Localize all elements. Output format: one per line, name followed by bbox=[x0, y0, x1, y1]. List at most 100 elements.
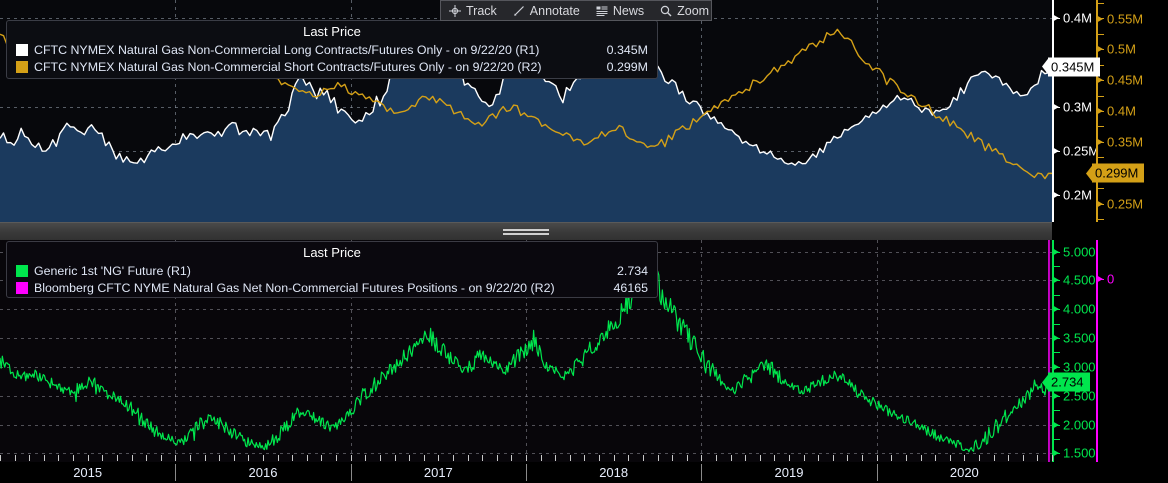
x-axis-month-tick bbox=[409, 455, 410, 461]
x-axis-month-tick bbox=[29, 455, 30, 461]
toolbar-annotate-button[interactable]: Annotate bbox=[505, 1, 588, 20]
x-axis-month-tick bbox=[248, 455, 249, 461]
bottom-legend-row-netpos[interactable]: Bloomberg CFTC NYME Natural Gas Net Non-… bbox=[16, 280, 648, 296]
top-r2-minor-tick bbox=[1098, 18, 1104, 19]
toolbar-zoom-button[interactable]: Zoom bbox=[652, 1, 717, 20]
top-legend-row-long[interactable]: CFTC NYMEX Natural Gas Non-Commercial Lo… bbox=[16, 42, 648, 58]
bottom-r1-flag-notch bbox=[1042, 373, 1049, 392]
top-r1-minor-tick bbox=[1054, 18, 1060, 19]
top-r1-minor-tick bbox=[1054, 151, 1060, 152]
bottom-chart-legend: Last Price Generic 1st 'NG' Future (R1) … bbox=[6, 241, 658, 298]
x-axis-month-tick bbox=[1052, 455, 1053, 461]
top-r2-tick bbox=[1096, 137, 1103, 146]
x-axis-month-tick bbox=[1023, 455, 1024, 461]
top-legend-desc-long: CFTC NYMEX Natural Gas Non-Commercial Lo… bbox=[34, 43, 540, 57]
bottom-r1-tick-label: 3.500 bbox=[1063, 330, 1096, 346]
bottom-legend-title: Last Price bbox=[303, 245, 361, 260]
bottom-legend-row-future[interactable]: Generic 1st 'NG' Future (R1) 2.734 bbox=[16, 263, 648, 279]
x-axis-month-tick bbox=[380, 455, 381, 461]
toolbar-annotate-label: Annotate bbox=[529, 3, 580, 18]
bottom-r1-tick bbox=[1052, 362, 1059, 371]
top-axis-r2[interactable]: 0.55M 0.5M 0.45M 0.4M 0.35M 0.25M 0.299M bbox=[1086, 0, 1168, 222]
top-legend-row-short[interactable]: CFTC NYMEX Natural Gas Non-Commercial Sh… bbox=[16, 59, 648, 75]
x-axis[interactable]: 2015 2016 2017 2018 2019 2020 bbox=[0, 462, 1052, 483]
top-r2-minor-tick bbox=[1098, 65, 1104, 66]
top-legend-value-long: 0.345M bbox=[606, 43, 648, 57]
x-axis-month-tick bbox=[263, 455, 264, 461]
x-axis-month-tick bbox=[395, 455, 396, 461]
x-axis-month-tick bbox=[833, 455, 834, 461]
x-axis-month-tick bbox=[219, 455, 220, 461]
legend-swatch-future bbox=[16, 265, 28, 277]
x-axis-month-tick bbox=[365, 455, 366, 461]
chart-toolbar[interactable]: Track Annotate bbox=[440, 0, 712, 21]
x-axis-month-tick bbox=[278, 455, 279, 461]
top-r1-tick bbox=[1052, 102, 1059, 111]
x-axis-month-tick bbox=[570, 455, 571, 461]
track-crosshair-icon bbox=[449, 4, 461, 17]
top-r2-current-value-flag[interactable]: 0.299M bbox=[1086, 163, 1145, 183]
bottom-r1-minor-tick bbox=[1054, 396, 1060, 397]
toolbar-news-label: News bbox=[612, 3, 645, 18]
x-axis-month-tick bbox=[73, 455, 74, 461]
x-axis-month-tick bbox=[760, 455, 761, 461]
top-r1-tick-label: 0.3M bbox=[1063, 99, 1092, 115]
x-axis-month-tick bbox=[731, 455, 732, 461]
top-r2-minor-tick bbox=[1098, 3, 1104, 4]
x-axis-month-tick bbox=[292, 455, 293, 461]
x-axis-month-tick bbox=[15, 455, 16, 461]
x-axis-year-label: 2016 bbox=[248, 465, 278, 480]
top-axis-r1[interactable]: 0.4M 0.3M 0.25M 0.2M 0.345M bbox=[1042, 0, 1101, 222]
news-lines-icon bbox=[596, 5, 608, 17]
bottom-r1-current-value-flag[interactable]: 2.734 bbox=[1042, 372, 1090, 392]
top-r2-minor-tick bbox=[1098, 204, 1104, 205]
bottom-legend-value-future: 2.734 bbox=[616, 264, 648, 278]
bottom-axis-r1[interactable]: 5.000 4.500 4.000 3.500 3.000 2.500 2.000 1.500… bbox=[1042, 240, 1096, 462]
x-axis-month-tick bbox=[146, 455, 147, 461]
top-r1-tick-label: 0.2M bbox=[1063, 187, 1092, 203]
x-axis-month-tick bbox=[1008, 455, 1009, 461]
top-r2-tick bbox=[1096, 199, 1103, 208]
x-axis-month-tick bbox=[336, 455, 337, 461]
toolbar-track-button[interactable]: Track bbox=[441, 1, 505, 20]
x-axis-month-tick bbox=[994, 455, 995, 461]
bottom-r1-minor-tick bbox=[1054, 309, 1060, 310]
top-legend-value-short: 0.299M bbox=[606, 60, 648, 74]
bottom-r1-minor-tick bbox=[1054, 367, 1060, 368]
top-r2-minor-tick bbox=[1098, 126, 1104, 127]
x-axis-month-tick bbox=[307, 455, 308, 461]
top-r1-current-value-flag[interactable]: 0.345M bbox=[1042, 57, 1101, 77]
toolbar-news-button[interactable]: News bbox=[588, 1, 652, 20]
bottom-r1-minor-tick bbox=[1054, 266, 1060, 267]
legend-swatch-long bbox=[16, 44, 28, 56]
x-axis-month-tick bbox=[687, 455, 688, 461]
x-axis-year-label: 2019 bbox=[774, 465, 804, 480]
top-r1-tick bbox=[1052, 146, 1059, 155]
bottom-r1-spine bbox=[1052, 240, 1054, 462]
x-axis-year-label: 2017 bbox=[423, 465, 453, 480]
x-axis-month-tick bbox=[132, 455, 133, 461]
x-axis-month-tick bbox=[102, 455, 103, 461]
x-axis-month-tick bbox=[921, 455, 922, 461]
x-axis-month-tick bbox=[161, 455, 162, 461]
x-axis-month-tick bbox=[321, 455, 322, 461]
bottom-r1-tick-label: 2.000 bbox=[1063, 417, 1096, 433]
x-axis-month-tick bbox=[234, 455, 235, 461]
bottom-legend-desc-future: Generic 1st 'NG' Future (R1) bbox=[34, 264, 191, 278]
splitter-drag-handle[interactable] bbox=[503, 229, 549, 235]
legend-swatch-short bbox=[16, 61, 28, 73]
top-r2-flag-notch bbox=[1086, 164, 1093, 183]
x-axis-month-tick bbox=[701, 455, 702, 461]
x-axis-month-tick bbox=[482, 455, 483, 461]
top-r2-minor-tick bbox=[1098, 80, 1104, 81]
x-axis-month-tick bbox=[497, 455, 498, 461]
x-axis-month-tick bbox=[584, 455, 585, 461]
bottom-r1-tick-label: 4.500 bbox=[1063, 272, 1096, 288]
x-axis-month-tick bbox=[526, 455, 527, 461]
top-r2-minor-tick bbox=[1098, 157, 1104, 158]
bottom-r1-minor-tick bbox=[1054, 352, 1060, 353]
bottom-axis-r2[interactable]: 046165 bbox=[1096, 240, 1168, 462]
panel-splitter[interactable] bbox=[0, 222, 1052, 242]
top-r1-tick-label: 0.25M bbox=[1063, 143, 1100, 159]
